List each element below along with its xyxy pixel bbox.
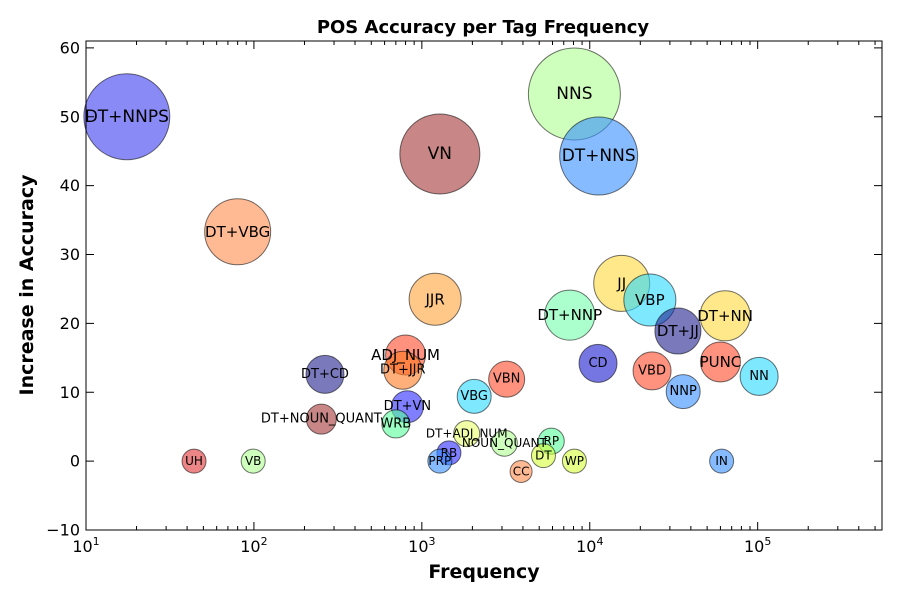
bubble-label-jj: JJ <box>616 274 626 292</box>
x-tick-label: 102 <box>240 535 267 556</box>
bubble-dt-adj-num <box>453 420 481 448</box>
bubble-label-cd: CD <box>588 356 607 371</box>
bubble-vbn <box>488 360 526 398</box>
bubble-dt-jjr <box>383 350 423 390</box>
bubble-punc <box>699 341 741 383</box>
bubble-dt <box>530 443 556 469</box>
bubble-layer <box>83 47 779 483</box>
plot-area <box>86 41 882 530</box>
bubble-cd <box>578 343 618 383</box>
x-tick-label: 101 <box>72 535 99 556</box>
bubble-label-dt-nn: DT+NN <box>697 307 753 325</box>
bubble-label-vbd: VBD <box>638 363 666 378</box>
bubble-label-nn: NN <box>749 369 768 384</box>
bubble-vn <box>399 113 481 195</box>
bubble-label-vn: VN <box>428 144 452 164</box>
bubble-label-noun-quant: NOUN_QUANT <box>462 436 548 450</box>
bubble-vb <box>240 448 266 474</box>
x-tick-label: 104 <box>576 535 603 556</box>
bubble-dt-jj <box>654 307 702 355</box>
bubble-label-dt-noun-quant: DT+NOUN_QUANT <box>261 412 382 427</box>
bubble-label-punc: PUNC <box>700 353 742 371</box>
bubble-label-in: IN <box>715 454 728 468</box>
bubble-label-dt-nnps: DT+NNPS <box>85 107 169 127</box>
bubble-dt-vbg <box>204 198 272 266</box>
bubble-label-rb: RB <box>441 446 458 460</box>
bubble-label-dt-cd: DT+CD <box>301 367 349 382</box>
bubble-wrb <box>381 409 411 439</box>
bubble-label-nns: NNS <box>556 84 592 104</box>
bubble-label-rp: RP <box>543 434 559 448</box>
y-axis-ticks: −10 0 10 20 30 40 50 60 <box>46 38 882 540</box>
y-tick-label: 40 <box>60 176 80 195</box>
bubble-label-dt-nns: DT+NNS <box>562 146 636 166</box>
bubble-vbg <box>456 378 492 414</box>
bubble-label-vbg: VBG <box>460 389 488 404</box>
bubble-wp <box>561 448 587 474</box>
y-axis-label: Increase in Accuracy <box>16 174 38 396</box>
bubble-label-dt-jjr: DT+JJR <box>380 363 426 378</box>
bubble-label-nnp: NNP <box>670 384 697 399</box>
x-tick-label: 105 <box>744 535 771 556</box>
bubble-uh <box>181 448 207 474</box>
bubble-nnp <box>665 374 701 410</box>
chart-title: POS Accuracy per Tag Frequency <box>317 17 650 38</box>
bubble-in <box>709 448 735 474</box>
y-tick-label: 20 <box>60 314 80 333</box>
x-tick-label: 103 <box>408 535 435 556</box>
bubble-label-cc: CC <box>513 464 530 478</box>
bubble-label-vb: VB <box>245 454 261 468</box>
y-tick-label: 50 <box>60 107 80 126</box>
bubble-jjr <box>408 272 462 326</box>
bubble-label-vbp: VBP <box>635 291 665 309</box>
bubble-label-jjr: JJR <box>424 290 444 308</box>
bubble-cc <box>509 459 533 483</box>
y-tick-label: 30 <box>60 245 80 264</box>
bubble-label-wrb: WRB <box>380 416 411 431</box>
bubble-dt-nnp <box>544 289 596 341</box>
y-tick-label: −10 <box>46 521 80 540</box>
bubble-label-dt-adj-num: DT+ADJ_NUM <box>426 427 508 441</box>
bubble-label-adj-num: ADJ_NUM <box>371 346 440 365</box>
bubble-vbd <box>632 351 672 391</box>
bubble-label-layer: NNS DT+NNPS DT+NNS VN DT+VBG JJ VBP JJR DT+NNP DT… <box>85 84 769 478</box>
y-tick-label: 60 <box>60 38 80 57</box>
bubble-label-dt-vbg: DT+VBG <box>205 223 270 241</box>
plot-frame <box>85 40 883 531</box>
bubble-dt-nn <box>699 290 751 342</box>
x-axis-label: Frequency <box>428 561 540 583</box>
bubble-dt-nnps <box>83 73 171 161</box>
bubble-label-prp: PRP <box>428 454 451 468</box>
bubble-label-wp: WP <box>565 454 584 468</box>
bubble-label-vbn: VBN <box>493 372 521 387</box>
bubble-nn <box>739 356 779 396</box>
bubble-noun-quant <box>490 429 518 457</box>
bubble-prp <box>427 448 453 474</box>
bubble-dt-cd <box>305 354 345 394</box>
x-axis-ticks: 101 102 103 104 105 <box>72 41 876 556</box>
y-tick-label: 0 <box>70 452 80 471</box>
bubble-dt-noun-quant <box>305 403 337 435</box>
bubble-label-dt-jj: DT+JJ <box>657 322 699 340</box>
bubble-label-dt-vn: DT+VN <box>384 399 431 414</box>
bubble-label-dt: DT <box>535 449 552 463</box>
bubble-dt-nns <box>559 116 639 196</box>
bubble-label-uh: UH <box>185 454 203 468</box>
y-tick-label: 10 <box>60 383 80 402</box>
bubble-label-dt-nnp: DT+NNP <box>537 306 602 324</box>
